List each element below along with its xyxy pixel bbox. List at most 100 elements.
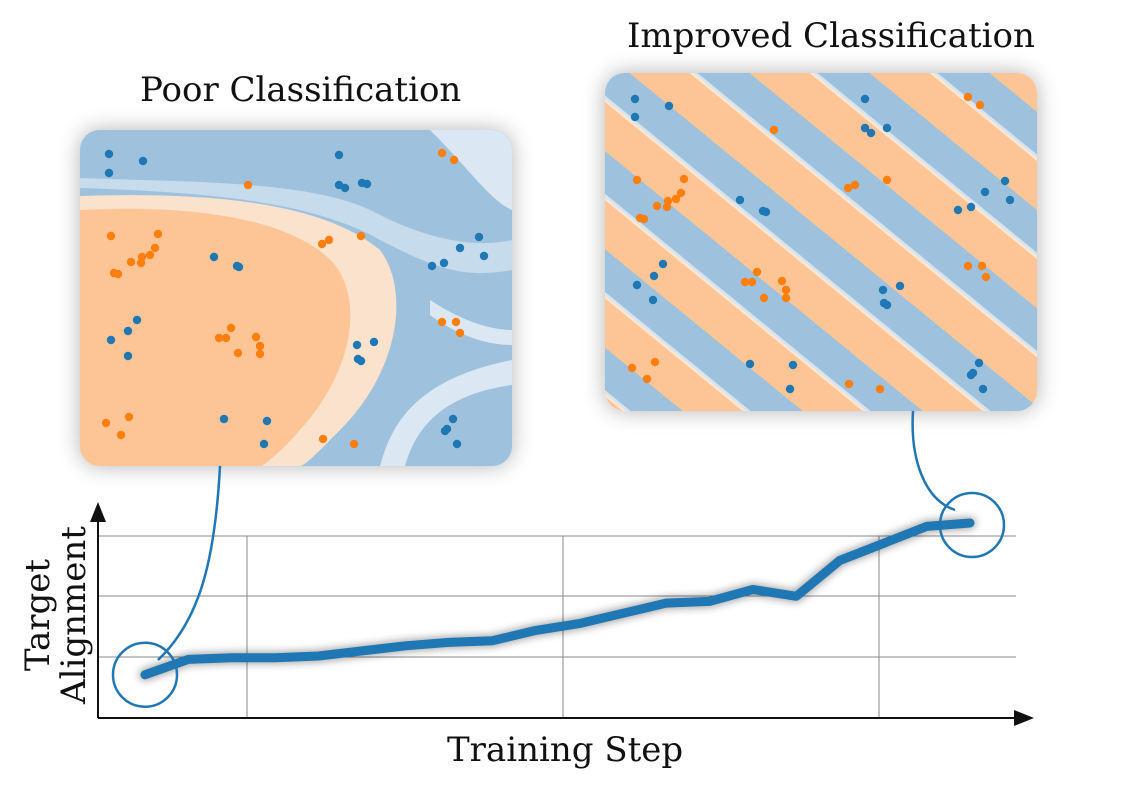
improved-point-class-b <box>663 196 673 206</box>
improved-point-class-a <box>974 358 984 368</box>
poor-point-class-b <box>451 317 461 327</box>
improved-point-class-a <box>882 123 892 133</box>
improved-point-class-b <box>882 175 892 185</box>
improved-point-class-a <box>761 207 771 217</box>
poor-point-class-b <box>153 229 163 239</box>
poor-point-class-a <box>259 439 269 449</box>
poor-classification-title: Poor Classification <box>140 70 462 110</box>
poor-point-class-a <box>439 258 449 268</box>
poor-point-class-b <box>437 317 447 327</box>
poor-point-class-b <box>137 252 147 262</box>
stripe-band <box>697 73 1037 351</box>
improved-point-class-b <box>747 277 757 287</box>
improved-point-class-a <box>1000 176 1010 186</box>
poor-point-class-a <box>455 243 465 253</box>
poor-point-class-a <box>132 315 142 325</box>
stripe-band <box>809 73 1037 260</box>
improved-point-class-a <box>630 112 640 122</box>
poor-point-class-b <box>124 412 134 422</box>
poor-point-class-a <box>104 168 114 178</box>
stripe-band <box>605 249 803 411</box>
improved-point-class-a <box>664 101 674 111</box>
stripe-band <box>693 73 1037 355</box>
improved-point-class-b <box>850 180 860 190</box>
improved-point-class-a <box>980 187 990 197</box>
poor-point-class-a <box>474 232 484 242</box>
improved-point-class-b <box>632 175 642 185</box>
improved-point-class-b <box>781 285 791 295</box>
stripe-band <box>833 73 1037 240</box>
improved-point-class-a <box>648 295 658 305</box>
connector-poor <box>157 465 222 661</box>
poor-classification-panel <box>80 130 512 466</box>
y-axis-label: Target Alignment <box>10 525 102 705</box>
improved-point-class-b <box>975 100 985 110</box>
poor-point-class-a <box>209 252 219 262</box>
stripe-band <box>713 73 1037 338</box>
improved-point-class-a <box>895 281 905 291</box>
improved-decision-boundary-plot <box>605 73 1037 411</box>
improved-point-class-a <box>860 94 870 104</box>
poor-point-class-a <box>340 183 350 193</box>
poor-point-class-b <box>116 430 126 440</box>
boundary-band <box>430 300 512 345</box>
boundary-band <box>430 130 512 210</box>
improved-point-class-a <box>788 360 798 370</box>
improved-point-class-b <box>781 293 791 303</box>
poor-point-class-b <box>324 235 334 245</box>
improved-point-class-a <box>649 271 659 281</box>
poor-point-class-b <box>449 155 459 165</box>
improved-point-class-b <box>679 174 689 184</box>
stripe-band <box>605 73 1037 411</box>
poor-point-class-a <box>369 337 379 347</box>
improved-point-class-a <box>882 300 892 310</box>
stripe-band <box>929 73 1037 161</box>
improved-point-class-b <box>759 293 769 303</box>
poor-point-class-a <box>362 179 372 189</box>
y-axis-label-line-2: Alignment <box>54 526 94 704</box>
poor-point-class-a <box>106 335 116 345</box>
poor-point-class-a <box>442 424 452 434</box>
poor-point-class-a <box>452 439 462 449</box>
poor-point-class-b <box>317 239 327 249</box>
highlight-circle-end <box>938 491 1006 559</box>
poor-point-class-a <box>479 251 489 261</box>
improved-classification-panel <box>605 73 1037 411</box>
stripe-band <box>933 73 1037 158</box>
improved-point-class-b <box>642 374 652 384</box>
improved-point-class-b <box>844 379 854 389</box>
region-class-a-bottom <box>405 385 512 466</box>
improved-point-class-a <box>785 384 795 394</box>
poor-point-class-a <box>234 262 244 272</box>
poor-point-class-a <box>138 156 148 166</box>
improved-point-class-a <box>658 259 668 269</box>
poor-point-class-b <box>318 434 328 444</box>
improved-point-class-b <box>671 194 681 204</box>
poor-point-class-b <box>221 333 231 343</box>
improved-point-class-b <box>652 201 662 211</box>
improved-point-class-a <box>632 280 642 290</box>
poor-scatter-points <box>101 148 489 449</box>
poor-point-class-b <box>214 333 224 343</box>
improved-point-class-b <box>639 214 649 224</box>
improved-point-class-a <box>953 205 963 215</box>
improved-point-class-b <box>769 125 779 135</box>
poor-point-class-b <box>150 243 160 253</box>
improved-point-class-b <box>650 357 660 367</box>
poor-point-class-b <box>349 439 359 449</box>
stripe-band <box>813 73 1037 256</box>
improved-point-class-a <box>860 123 870 133</box>
poor-point-class-a <box>356 356 366 366</box>
improved-point-class-b <box>740 277 750 287</box>
poor-point-class-b <box>145 250 155 260</box>
poor-point-class-b <box>255 349 265 359</box>
improved-point-class-b <box>875 384 885 394</box>
poor-point-class-b <box>437 148 447 158</box>
poor-point-class-b <box>106 231 116 241</box>
stripe-band <box>817 73 1037 253</box>
improved-point-class-a <box>968 368 978 378</box>
poor-point-class-a <box>352 340 362 350</box>
improved-point-class-b <box>963 92 973 102</box>
improved-point-class-a <box>978 384 988 394</box>
